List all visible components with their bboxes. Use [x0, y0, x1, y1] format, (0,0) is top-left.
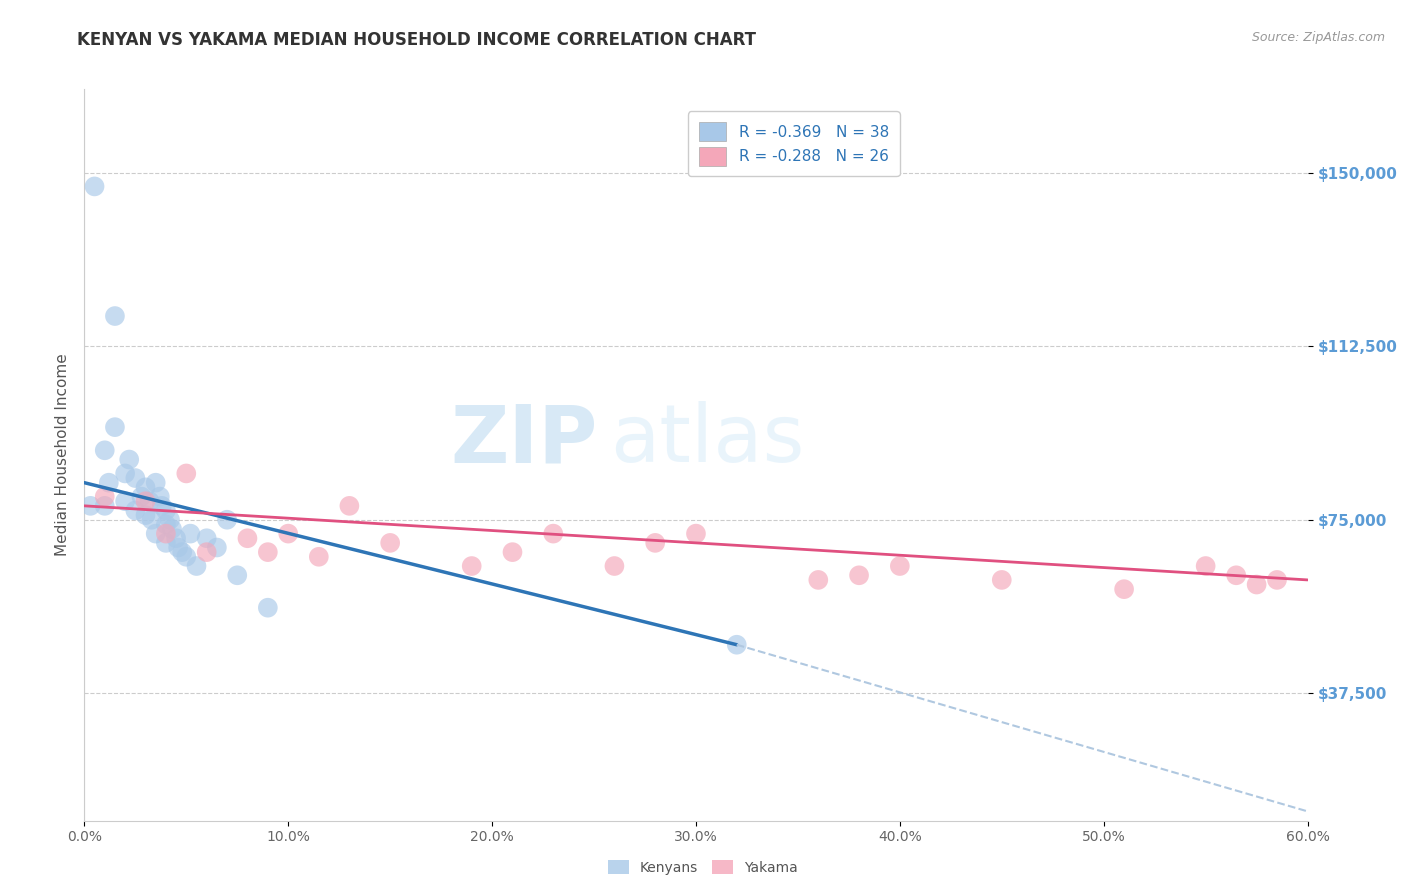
Legend: Kenyans, Yakama: Kenyans, Yakama: [603, 855, 803, 880]
Point: [167, 541, 190, 555]
Point: [195, 545, 218, 559]
Point: [186, 559, 208, 574]
Point: [79, 499, 101, 513]
Point: [644, 536, 666, 550]
Point: [685, 526, 707, 541]
Point: [172, 545, 194, 559]
Point: [159, 513, 181, 527]
Point: [155, 517, 177, 532]
Point: [1265, 573, 1288, 587]
Point: [155, 526, 177, 541]
Point: [339, 499, 361, 513]
Y-axis label: Median Household Income: Median Household Income: [55, 353, 70, 557]
Point: [236, 531, 259, 545]
Point: [155, 503, 177, 517]
Point: [135, 508, 157, 522]
Point: [149, 490, 172, 504]
Legend: R = -0.369   N = 38, R = -0.288   N = 26: R = -0.369 N = 38, R = -0.288 N = 26: [688, 112, 900, 177]
Point: [145, 526, 167, 541]
Point: [104, 309, 127, 323]
Point: [1114, 582, 1136, 597]
Point: [848, 568, 870, 582]
Point: [257, 545, 280, 559]
Point: [93, 443, 115, 458]
Point: [1195, 559, 1218, 574]
Point: [118, 452, 141, 467]
Point: [135, 480, 157, 494]
Point: [308, 549, 330, 564]
Point: [97, 475, 120, 490]
Text: KENYAN VS YAKAMA MEDIAN HOUSEHOLD INCOME CORRELATION CHART: KENYAN VS YAKAMA MEDIAN HOUSEHOLD INCOME…: [77, 31, 756, 49]
Point: [1225, 568, 1247, 582]
Point: [217, 513, 239, 527]
Point: [131, 490, 153, 504]
Point: [93, 499, 115, 513]
Point: [174, 549, 197, 564]
Point: [195, 531, 218, 545]
Text: Source: ZipAtlas.com: Source: ZipAtlas.com: [1251, 31, 1385, 45]
Point: [124, 503, 146, 517]
Point: [991, 573, 1014, 587]
Point: [138, 494, 160, 508]
Text: ZIP: ZIP: [451, 401, 598, 479]
Text: atlas: atlas: [610, 401, 804, 479]
Point: [114, 494, 136, 508]
Point: [543, 526, 565, 541]
Point: [277, 526, 299, 541]
Point: [725, 638, 748, 652]
Point: [150, 499, 173, 513]
Point: [145, 475, 167, 490]
Point: [114, 467, 136, 481]
Point: [83, 179, 105, 194]
Point: [135, 494, 157, 508]
Point: [155, 536, 177, 550]
Point: [257, 600, 280, 615]
Point: [165, 531, 187, 545]
Point: [179, 526, 201, 541]
Point: [226, 568, 249, 582]
Point: [1246, 577, 1268, 591]
Point: [205, 541, 228, 555]
Point: [160, 522, 183, 536]
Point: [174, 467, 197, 481]
Point: [603, 559, 626, 574]
Point: [502, 545, 524, 559]
Point: [889, 559, 911, 574]
Point: [380, 536, 402, 550]
Point: [124, 471, 146, 485]
Point: [104, 420, 127, 434]
Point: [461, 559, 484, 574]
Point: [141, 513, 163, 527]
Point: [807, 573, 830, 587]
Point: [93, 490, 115, 504]
